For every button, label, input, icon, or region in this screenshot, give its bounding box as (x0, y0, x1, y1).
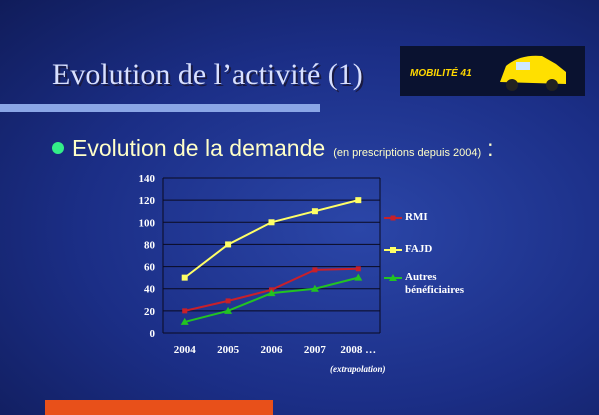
marker (181, 274, 188, 281)
marker (312, 267, 318, 273)
heading-colon: : (487, 135, 493, 161)
marker (268, 219, 275, 226)
marker (225, 298, 231, 304)
title-shadow: Evolution de l’activité (1) (54, 60, 365, 93)
y-tick-label: 120 (139, 195, 156, 207)
heading-note: (en prescriptions depuis 2004) (333, 147, 481, 159)
marker (267, 289, 276, 297)
series-line (184, 276, 359, 323)
logo-text: MOBILITÉ 41 (410, 66, 472, 79)
y-tick-label: 40 (144, 284, 156, 296)
series-line (184, 199, 359, 279)
bullet (52, 142, 64, 154)
marker (310, 284, 319, 292)
y-tick-label: 80 (144, 239, 156, 251)
logo-car (500, 55, 566, 91)
legend-label: Autres bénéficiaires (405, 271, 465, 296)
marker (182, 308, 188, 314)
y-tick-label: 140 (139, 173, 156, 185)
marker (355, 197, 362, 204)
footnote: (extrapolation) (330, 364, 386, 374)
footer-bar (45, 400, 273, 415)
x-tick-label: 2008 … (340, 344, 376, 356)
y-tick-label: 0 (150, 328, 156, 340)
y-tick-label: 20 (144, 306, 156, 318)
slide-title: Evolution de l’activité (1) (52, 58, 363, 91)
marker (355, 266, 361, 272)
x-tick-label: 2004 (174, 344, 197, 356)
y-tick-label: 100 (139, 217, 156, 229)
legend-marker (390, 215, 396, 221)
marker (311, 208, 318, 215)
marker (180, 317, 189, 325)
y-tick-label: 60 (144, 262, 156, 274)
marker (224, 306, 233, 314)
title-bar (0, 104, 320, 112)
heading-text: Evolution de la demande (72, 135, 325, 161)
legend-label: RMI (405, 211, 428, 223)
marker (354, 273, 363, 281)
legend-marker (389, 274, 397, 281)
legend-label: FAJD (405, 243, 433, 255)
x-tick-label: 2005 (217, 344, 240, 356)
legend-marker (390, 247, 396, 253)
heading: Evolution de la demande (en prescriptions… (72, 135, 494, 161)
x-tick-label: 2006 (261, 344, 284, 356)
x-tick-label: 2007 (304, 344, 327, 356)
marker (225, 241, 232, 248)
